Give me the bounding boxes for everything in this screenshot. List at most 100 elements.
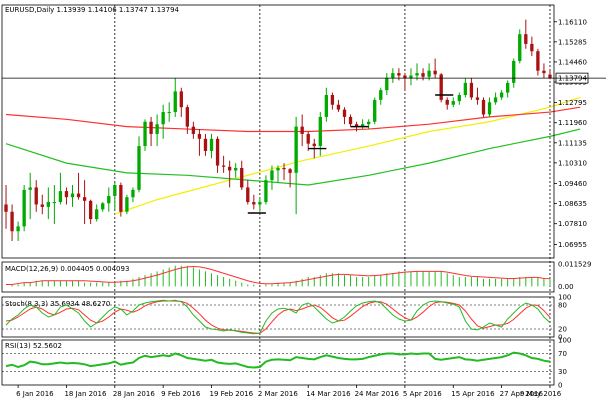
candle-body-35	[215, 138, 220, 166]
macd-pane-border	[1, 261, 555, 293]
macd-label: MACD(12,26,9) 0.004405 0.004093	[5, 265, 129, 273]
rsi-tick-label-0: 100	[558, 337, 571, 345]
candle-body-41	[252, 202, 256, 205]
candle-body-47	[288, 169, 292, 173]
candle-body-45	[276, 167, 280, 171]
candle-body-42	[258, 202, 262, 205]
candle-body-37	[227, 166, 232, 171]
candle-body-2	[16, 226, 20, 232]
time-tick-label-5: 2 Mar 2016	[258, 390, 298, 398]
candle-body-75	[457, 95, 461, 102]
macd-pane: MACD(12,26,9) 0.004405 0.004093 0.011529…	[5, 260, 591, 290]
candle-body-81	[493, 97, 498, 103]
candle-body-80	[487, 102, 492, 115]
candle-body-68	[415, 73, 419, 76]
candle-body-23	[143, 121, 147, 147]
candle-body-39	[240, 167, 244, 188]
candle-body-60	[366, 121, 371, 125]
candle-body-5	[34, 187, 38, 205]
candle-body-6	[40, 204, 44, 207]
candle-body-36	[221, 165, 226, 167]
stoch-tick-label-3: 0	[558, 334, 562, 342]
candle-body-25	[155, 124, 159, 134]
candles	[4, 19, 552, 241]
time-tick-label-2: 28 Jan 2016	[113, 390, 156, 398]
stoch-label: Stoch(8,3,3) 35.6934 48.6270	[5, 300, 110, 308]
candle-body-50	[306, 133, 310, 144]
time-tick-label-9: 15 Apr 2016	[451, 390, 495, 398]
stoch-tick-label-1: 80	[558, 302, 567, 310]
candle-body-22	[137, 146, 141, 190]
time-tick-label-3: 9 Feb 2016	[161, 390, 201, 398]
candle-body-64	[391, 73, 395, 78]
candle-body-61	[373, 99, 377, 122]
candle-body-62	[379, 90, 383, 100]
candle-body-10	[64, 191, 69, 198]
price-pane: EURUSD,Daily 1.13939 1.14106 1.13747 1.1…	[4, 5, 589, 385]
candle-body-33	[203, 138, 208, 151]
candle-body-24	[149, 121, 153, 134]
candle-body-52	[318, 116, 322, 147]
time-tick-label-1: 18 Jan 2016	[64, 390, 107, 398]
current-price-label: 1.13794	[558, 75, 587, 83]
candle-body-71	[433, 70, 437, 75]
candle-body-20	[125, 197, 129, 212]
candle-body-17	[107, 195, 111, 204]
time-tick-label-11: 9 May 2016	[520, 390, 562, 398]
candle-body-55	[336, 104, 341, 110]
stoch-k-line	[5, 299, 551, 335]
candle-body-51	[312, 143, 316, 147]
macd-signal-line	[6, 265, 550, 285]
rsi-tick-label-1: 70	[558, 350, 567, 358]
stoch-pane-border	[1, 296, 555, 338]
candle-body-82	[499, 92, 504, 98]
rsi-pane: RSI(13) 52.5602 100 70 30 0	[2, 337, 571, 390]
candle-body-16	[101, 203, 105, 210]
rsi-pane-border	[1, 339, 555, 386]
price-tick-label-9: 1.08635	[558, 200, 587, 208]
candle-body-63	[385, 77, 389, 91]
candle-body-77	[469, 82, 474, 98]
price-pane-border	[1, 4, 555, 259]
candle-body-74	[451, 101, 455, 105]
price-tick-label-10: 1.07810	[558, 220, 587, 228]
candle-body-86	[524, 34, 528, 44]
candle-body-84	[512, 60, 516, 83]
candle-body-78	[475, 97, 480, 100]
price-tick-label-11: 1.06955	[558, 241, 587, 249]
candle-body-9	[58, 191, 63, 203]
candle-body-34	[209, 138, 214, 151]
candle-body-15	[95, 209, 99, 220]
candle-body-26	[161, 112, 165, 125]
rsi-label: RSI(13) 52.5602	[5, 342, 62, 350]
time-tick-label-8: 5 Apr 2016	[403, 390, 442, 398]
time-tick-label-6: 14 Mar 2016	[306, 390, 351, 398]
candle-body-90	[548, 74, 552, 79]
candle-body-14	[88, 200, 93, 220]
rsi-tick-label-3: 0	[558, 382, 562, 390]
price-tick-label-2: 1.14460	[558, 58, 587, 66]
candle-body-49	[300, 126, 304, 134]
time-tick-label-4: 19 Feb 2016	[210, 390, 254, 398]
candle-body-69	[421, 73, 425, 77]
macd-tick-label-0: 0.011529	[558, 260, 591, 268]
time-tick-label-7: 24 Mar 2016	[355, 390, 400, 398]
candle-body-7	[46, 202, 50, 207]
price-tick-label-5: 1.11960	[558, 119, 587, 127]
candle-body-28	[173, 91, 177, 113]
candle-body-30	[185, 107, 190, 127]
candle-body-57	[348, 116, 353, 125]
candle-body-54	[330, 95, 335, 105]
candle-body-56	[342, 109, 347, 117]
moving-average-0	[114, 96, 581, 215]
candle-body-79	[481, 99, 486, 115]
price-tick-label-1: 1.15285	[558, 38, 587, 46]
candle-body-21	[131, 189, 135, 198]
candle-body-89	[542, 70, 546, 74]
price-tick-label-6: 1.11135	[558, 139, 587, 147]
candle-body-0	[4, 204, 8, 212]
candle-body-38	[234, 167, 238, 171]
candle-body-73	[445, 99, 449, 105]
time-axis: 6 Jan 2016 18 Jan 2016 28 Jan 2016 9 Feb 20…	[16, 385, 562, 398]
